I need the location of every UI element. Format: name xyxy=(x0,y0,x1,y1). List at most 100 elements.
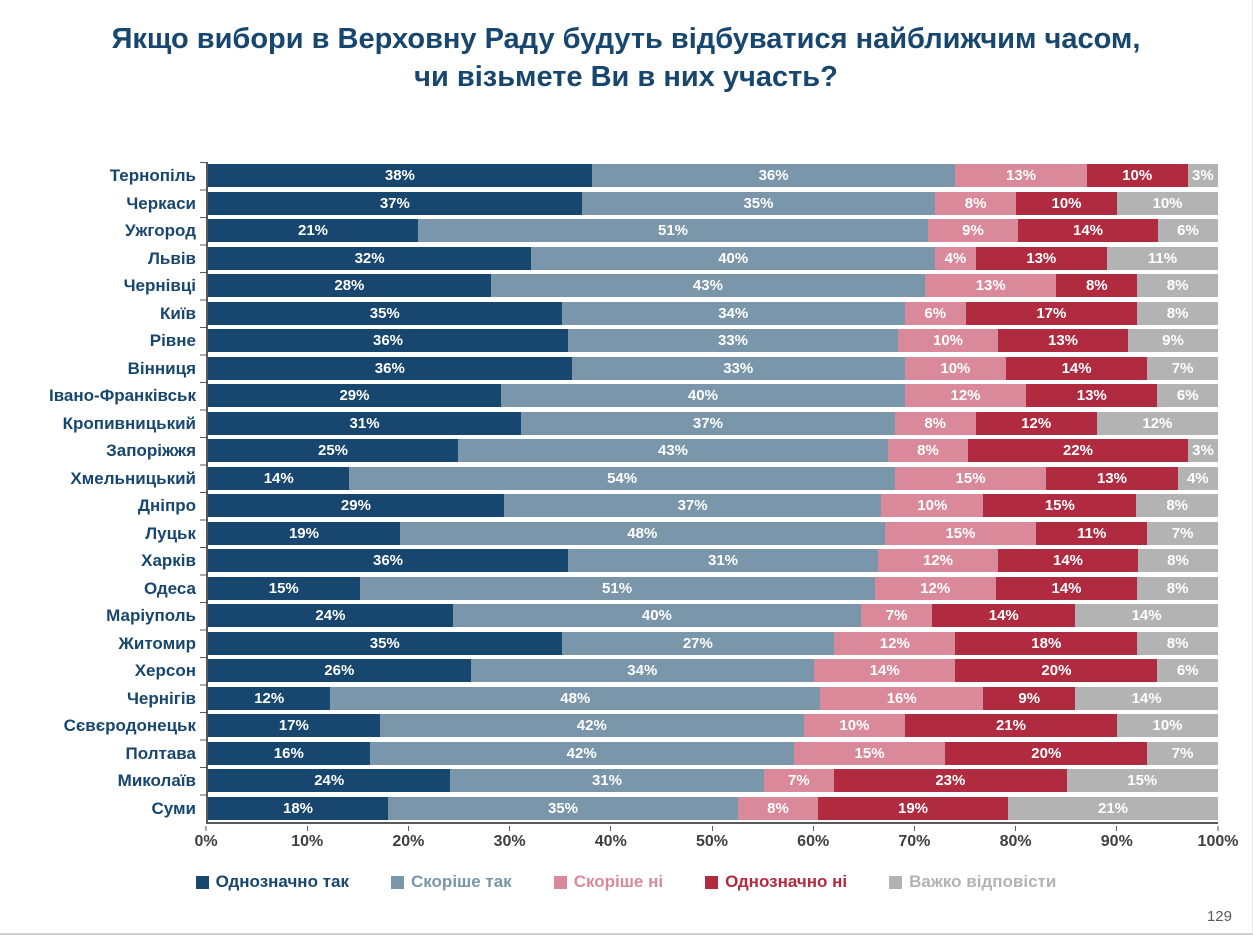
bar-value-label: 13% xyxy=(1047,332,1079,350)
bar-value-label: 8% xyxy=(767,799,789,817)
bar-row: 31% 37% 8% 12% 12% xyxy=(208,410,1218,438)
bar-segment: 7% xyxy=(1147,521,1218,545)
legend-swatch xyxy=(889,875,903,889)
bar-segment: 34% xyxy=(561,301,905,325)
bar-segment: 14% xyxy=(814,659,956,683)
x-axis-tick: 20% xyxy=(392,826,424,851)
bar-segment: 3% xyxy=(1188,439,1218,463)
bar-value-label: 40% xyxy=(641,607,672,625)
category-label: Ужгород xyxy=(125,221,196,240)
x-axis: 0% 10% 20% 30% 40% 50% 60% 70% 80% 90% 100% xyxy=(194,826,1238,860)
bar-segment: 8% xyxy=(1136,494,1218,518)
bar-segment: 7% xyxy=(763,769,835,793)
bar-segment: 17% xyxy=(208,714,380,738)
bar-row: 35% 34% 6% 17% 8% xyxy=(208,300,1218,328)
x-axis-tick: 10% xyxy=(291,826,323,851)
bar-value-label: 31% xyxy=(707,552,739,570)
bar-value-label: 18% xyxy=(282,799,314,817)
bar-value-label: 13% xyxy=(1076,387,1107,405)
bar-value-label: 11% xyxy=(1147,249,1178,267)
bar-segment: 10% xyxy=(1086,164,1188,188)
bar-value-label: 11% xyxy=(1077,524,1107,542)
bar-segment: 8% xyxy=(1137,576,1218,600)
bar-value-label: 22% xyxy=(1062,442,1094,460)
bar-segment: 36% xyxy=(208,549,568,573)
bar-value-label: 16% xyxy=(273,744,304,762)
bar-value-label: 14% xyxy=(1131,607,1162,625)
bar-segment: 35% xyxy=(208,631,562,655)
bar-value-label: 48% xyxy=(560,689,591,707)
bar-segment: 6% xyxy=(904,301,966,325)
bar-value-label: 8% xyxy=(1166,304,1189,322)
bar-segment: 24% xyxy=(208,769,451,793)
bar-value-label: 12% xyxy=(1021,414,1052,432)
bar-segment: 43% xyxy=(490,274,926,298)
bar-segment: 12% xyxy=(834,631,956,655)
bar-value-label: 12% xyxy=(922,552,954,570)
bar-segment: 8% xyxy=(1137,631,1218,655)
bar-row: 36% 31% 12% 14% 8% xyxy=(208,547,1218,575)
bar-value-label: 10% xyxy=(1051,194,1082,212)
bar-value-label: 37% xyxy=(379,194,410,212)
bar-row: 29% 37% 10% 15% 8% xyxy=(208,492,1218,520)
bar-value-label: 8% xyxy=(917,442,939,460)
bar-value-label: 18% xyxy=(1031,634,1062,652)
bar-row: 29% 40% 12% 13% 6% xyxy=(208,382,1218,410)
stacked-bar-chart: Тернопіль Черкаси Ужгород Львів Чернівці Київ… xyxy=(12,162,1238,860)
bar-segment: 35% xyxy=(388,796,738,820)
bar-segment: 9% xyxy=(928,219,1018,243)
bar-segment: 40% xyxy=(500,384,905,408)
bar-segment: 9% xyxy=(983,686,1076,710)
bar-value-label: 8% xyxy=(1166,634,1189,652)
category-label: Рівне xyxy=(149,331,196,350)
bar-value-label: 10% xyxy=(1152,194,1183,212)
bar-segment: 8% xyxy=(894,411,976,435)
bar-value-label: 8% xyxy=(924,414,947,432)
bar-segment: 31% xyxy=(450,769,764,793)
bar-value-label: 7% xyxy=(1171,744,1194,762)
bar-value-label: 15% xyxy=(268,579,299,597)
bar-value-label: 6% xyxy=(1176,387,1199,405)
bar-segment: 15% xyxy=(208,576,360,600)
plot-area: 38% 36% 13% 10% 3% 37% 35% 8% 10% 10% 21% 51% 9% 14% 6… xyxy=(206,162,1219,824)
bar-row: 21% 51% 9% 14% 6% xyxy=(208,217,1218,245)
legend-item: Однозначно ні xyxy=(705,872,847,892)
bar-value-label: 15% xyxy=(955,469,986,487)
bar-segment: 15% xyxy=(983,494,1137,518)
bar-segment: 12% xyxy=(878,549,998,573)
bar-row: 24% 40% 7% 14% 14% xyxy=(208,602,1218,630)
bar-segment: 10% xyxy=(803,714,905,738)
bar-segment: 13% xyxy=(998,329,1128,353)
bar-value-label: 14% xyxy=(1051,579,1082,597)
category-label: Луцьк xyxy=(145,523,196,543)
bar-value-label: 35% xyxy=(369,304,400,322)
bar-value-label: 34% xyxy=(627,662,658,680)
category-label: Одеса xyxy=(144,578,196,598)
bar-row: 14% 54% 15% 13% 4% xyxy=(208,465,1219,493)
bar-value-label: 34% xyxy=(718,304,749,322)
bar-value-label: 17% xyxy=(1036,304,1067,322)
bar-segment: 10% xyxy=(904,356,1006,380)
bar-value-label: 36% xyxy=(372,552,404,570)
bar-row: 28% 43% 13% 8% 8% xyxy=(208,272,1218,300)
bar-segment: 35% xyxy=(208,301,562,325)
bar-value-label: 48% xyxy=(627,524,658,542)
bar-value-label: 13% xyxy=(975,277,1006,295)
bar-row: 15% 51% 12% 14% 8% xyxy=(208,575,1218,603)
bar-value-label: 35% xyxy=(547,799,579,817)
bar-row: 26% 34% 14% 20% 6% xyxy=(208,657,1218,685)
bar-value-label: 43% xyxy=(692,277,723,295)
category-label: Херсон xyxy=(134,661,196,680)
bar-value-label: 8% xyxy=(1085,277,1108,295)
bar-segment: 10% xyxy=(1117,191,1218,215)
bar-value-label: 15% xyxy=(854,744,885,762)
bar-segment: 35% xyxy=(581,191,936,215)
bar-segment: 8% xyxy=(1056,274,1138,298)
y-axis-ticks xyxy=(200,162,206,822)
bar-value-label: 36% xyxy=(372,332,404,350)
bar-segment: 15% xyxy=(894,466,1047,490)
bar-segment: 21% xyxy=(208,219,418,243)
bar-value-label: 12% xyxy=(879,634,910,652)
bar-value-label: 25% xyxy=(317,442,349,460)
bar-row: 36% 33% 10% 13% 9% xyxy=(208,327,1218,355)
